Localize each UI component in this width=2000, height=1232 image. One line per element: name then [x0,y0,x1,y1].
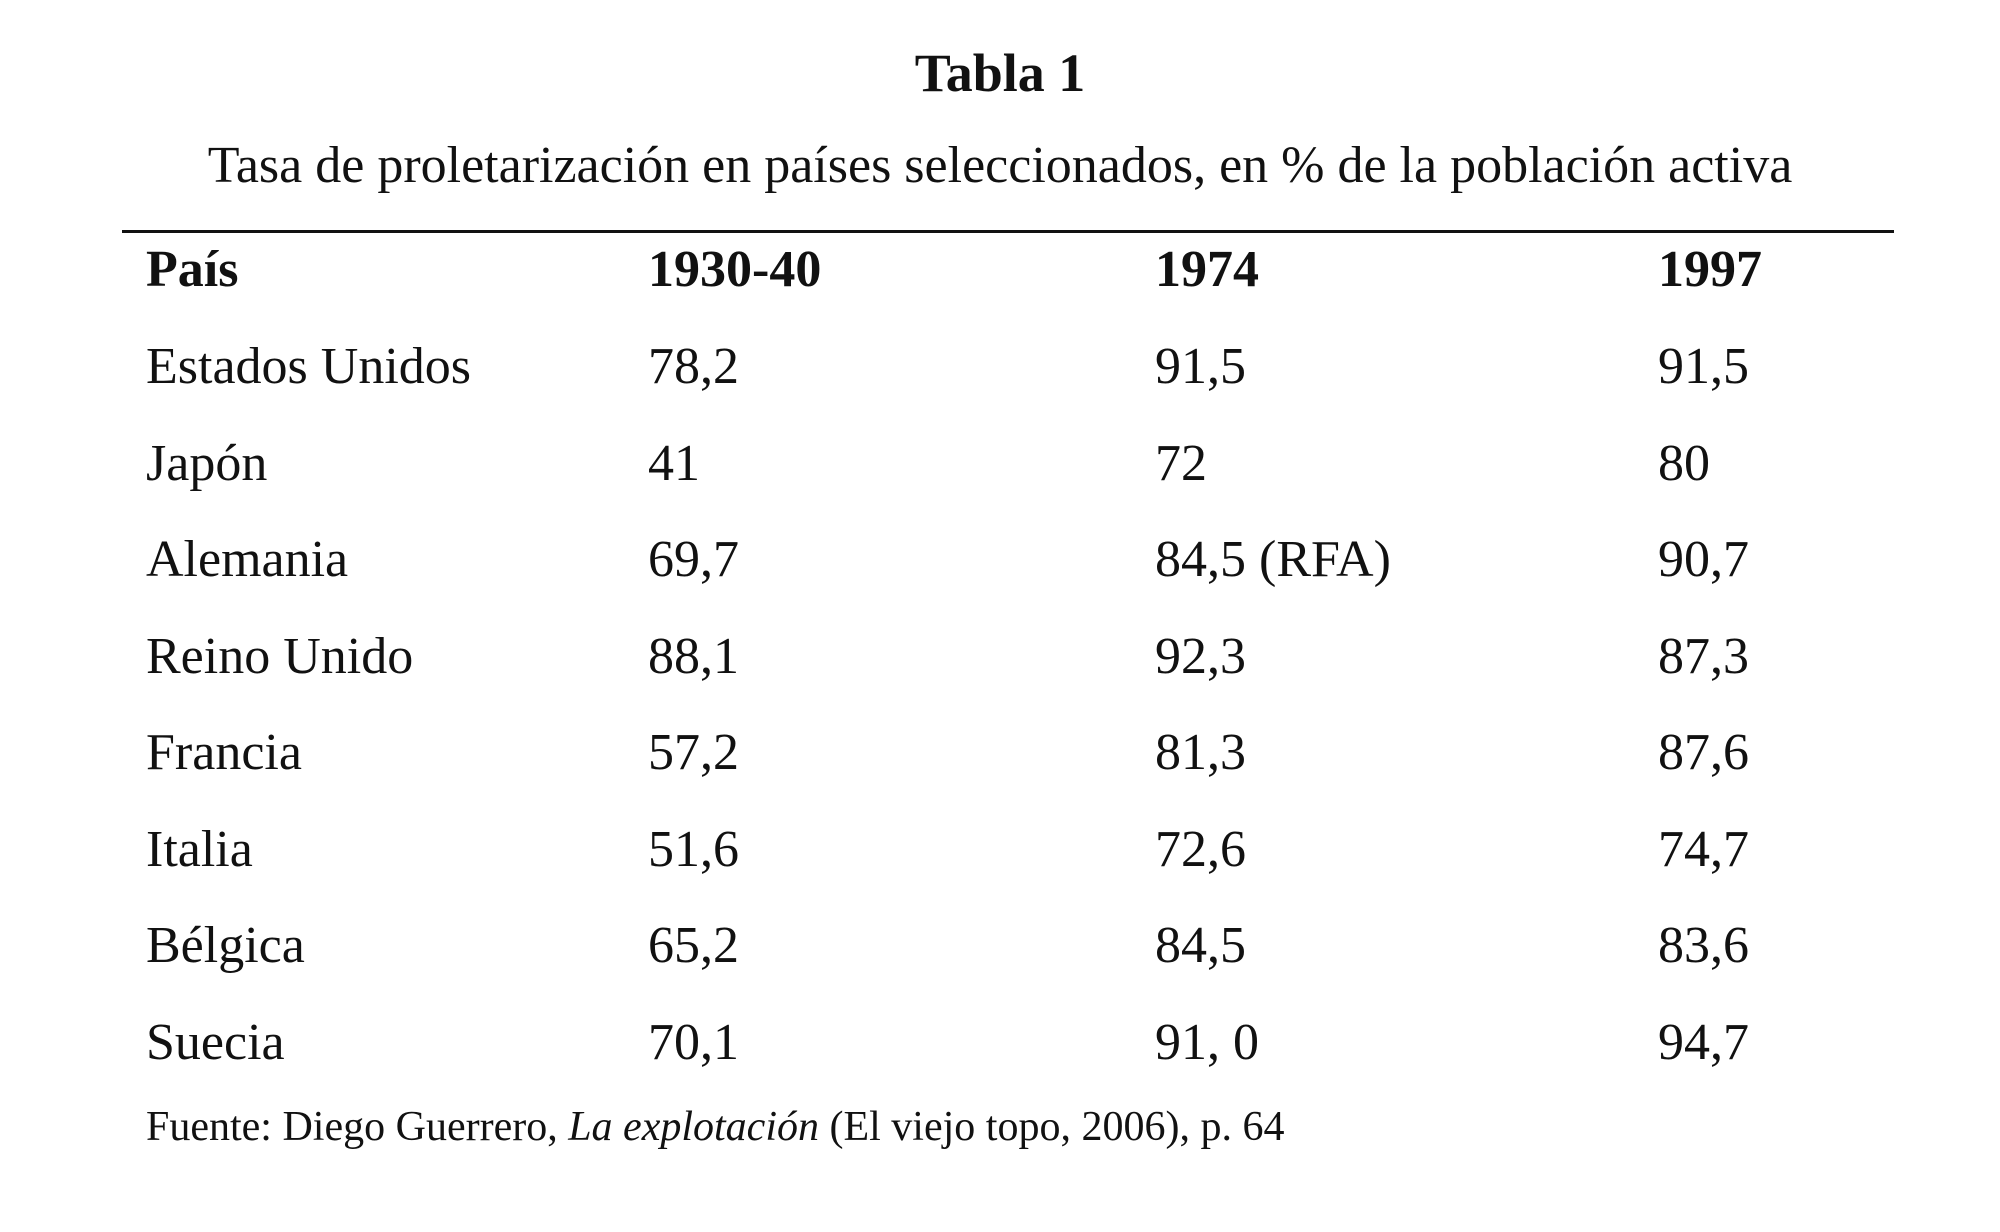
table-cell: 57,2 [648,724,739,781]
source-work: La explotación [568,1104,819,1150]
table-cell: 80 [1658,434,1710,492]
table-cell: 87,3 [1658,627,1749,685]
column-header: País [146,241,239,298]
row-label: Estados Unidos [146,338,471,395]
table-cell: 74,7 [1658,820,1749,878]
table-cell: 91, 0 [1155,1013,1259,1071]
table-cell: 87,6 [1658,724,1749,781]
table-cell: 92,3 [1155,627,1246,685]
row-label: Italia [146,820,253,878]
table-cell: 90,7 [1658,531,1749,588]
source-note: Fuente: Diego Guerrero, La explotación (… [146,1106,1284,1148]
table-cell: 91,5 [1155,338,1246,395]
row-label: Alemania [146,531,349,588]
table-cell: 51,6 [648,820,739,878]
table-cell: 78,2 [648,338,739,395]
table-cell: 70,1 [648,1013,739,1071]
source-prefix: Fuente: Diego Guerrero, [146,1104,569,1150]
row-label: Reino Unido [146,627,414,685]
table-cell: 94,7 [1658,1013,1749,1071]
table-cell: 72,6 [1155,820,1246,878]
row-label: Bélgica [146,917,305,974]
table-cell: 83,6 [1658,917,1749,974]
table-cell: 84,5 [1155,917,1246,974]
table-subtitle: Tasa de proletarización en países selecc… [207,137,1793,194]
row-label: Francia [146,724,302,781]
rule [122,230,1894,233]
row-label: Suecia [146,1013,285,1071]
table-cell: 72 [1155,434,1207,492]
column-header: 1930-40 [648,241,822,298]
row-label: Japón [146,434,268,492]
column-header: 1974 [1155,241,1259,298]
table-cell: 91,5 [1658,338,1749,395]
table-cell: 81,3 [1155,724,1246,781]
table-cell: 65,2 [648,917,739,974]
table-cell: 41 [648,434,700,492]
table-title: Tabla 1 [914,43,1086,103]
table-cell: 69,7 [648,531,739,588]
table-cell: 84,5 (RFA) [1155,531,1391,588]
source-suffix: (El viejo topo, 2006), p. 64 [819,1104,1285,1150]
column-header: 1997 [1658,241,1762,298]
table-cell: 88,1 [648,627,739,685]
